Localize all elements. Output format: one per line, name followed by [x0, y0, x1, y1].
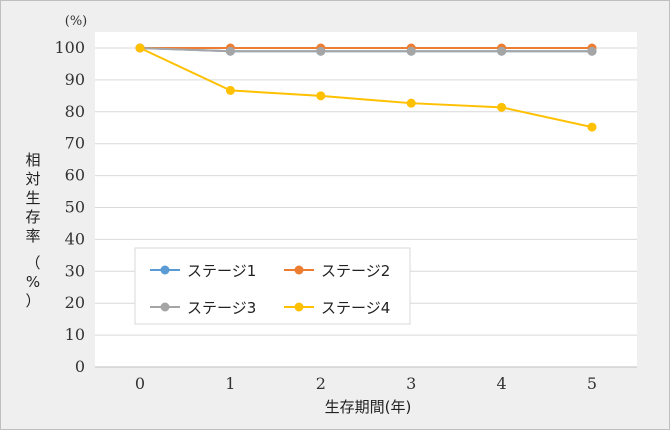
y-axis-title-char: 対: [25, 170, 40, 188]
legend-swatch-marker: [160, 302, 170, 312]
y-tick-label: 10: [65, 325, 85, 344]
y-axis-title-char: 生: [25, 189, 40, 207]
y-tick-label: 40: [65, 229, 85, 248]
series-line: [139, 47, 592, 53]
legend-item: ステージ4: [284, 299, 390, 317]
y-tick-label: 70: [65, 134, 85, 153]
legend-swatch-marker: [160, 265, 170, 275]
x-tick-label: 2: [316, 374, 326, 393]
data-point: [225, 85, 235, 95]
x-tick-label: 3: [406, 374, 416, 393]
y-tick-label: 50: [65, 198, 85, 217]
legend-item: ステージ1: [150, 262, 256, 280]
x-tick-labels: 0 1 2 3 4 5: [135, 374, 597, 393]
x-tick-label: 1: [225, 374, 235, 393]
data-point: [316, 46, 326, 56]
y-axis-title-char: 存: [25, 208, 40, 226]
x-tick-label: 0: [135, 374, 145, 393]
y-tick-label: 80: [65, 102, 85, 121]
y-axis-unit-char: %: [26, 273, 40, 291]
data-point: [497, 102, 507, 112]
y-axis-title-char: 率: [25, 227, 40, 245]
data-point: [316, 91, 326, 101]
y-axis-title-char: 相: [25, 151, 40, 169]
data-point: [406, 98, 416, 108]
legend-swatch-marker: [294, 302, 304, 312]
data-point: [497, 46, 507, 56]
y-tick-label: 0: [75, 357, 85, 376]
y-tick-label: 60: [65, 166, 85, 185]
series-3: [135, 43, 597, 56]
legend-label: ステージ4: [321, 299, 390, 317]
y-axis-unit-char: ）: [25, 292, 40, 310]
y-tick-labels: 0 10 20 30 40 50 60 70 80 90 100: [54, 38, 85, 376]
legend-label: ステージ3: [187, 299, 256, 317]
series-line: [139, 47, 593, 129]
legend-box: [134, 247, 411, 325]
data-point: [406, 46, 416, 56]
data-point: [225, 46, 235, 56]
legend-item: ステージ2: [284, 262, 390, 280]
y-unit-label: (%): [65, 14, 88, 29]
y-tick-label: 90: [65, 70, 85, 89]
x-tick-label: 4: [497, 374, 507, 393]
data-point: [587, 122, 597, 132]
legend-label: ステージ1: [187, 262, 256, 280]
data-point: [135, 43, 145, 53]
data-point: [587, 46, 597, 56]
y-axis-unit-char: （: [25, 254, 40, 272]
y-tick-label: 30: [65, 261, 85, 280]
x-tick-label: 5: [587, 374, 597, 393]
legend-label: ステージ2: [321, 262, 390, 280]
series-lines: [135, 43, 597, 132]
y-tick-label: 100: [54, 38, 85, 57]
legend: ステージ1 ステージ2 ステージ3 ステージ4: [134, 247, 411, 325]
series-4: [135, 43, 597, 132]
x-axis-title: 生存期間(年): [325, 398, 412, 416]
legend-swatch-marker: [294, 265, 304, 275]
y-tick-label: 20: [65, 293, 85, 312]
legend-item: ステージ3: [150, 299, 256, 317]
